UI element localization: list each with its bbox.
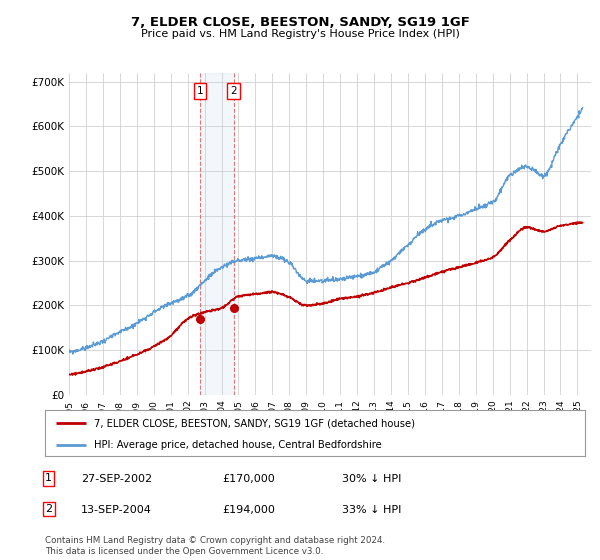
Text: 2: 2 (230, 86, 237, 96)
Text: 30% ↓ HPI: 30% ↓ HPI (342, 474, 401, 484)
Text: HPI: Average price, detached house, Central Bedfordshire: HPI: Average price, detached house, Cent… (94, 440, 382, 450)
Text: 7, ELDER CLOSE, BEESTON, SANDY, SG19 1GF: 7, ELDER CLOSE, BEESTON, SANDY, SG19 1GF (131, 16, 469, 29)
Text: 33% ↓ HPI: 33% ↓ HPI (342, 505, 401, 515)
Text: Price paid vs. HM Land Registry's House Price Index (HPI): Price paid vs. HM Land Registry's House … (140, 29, 460, 39)
Text: 27-SEP-2002: 27-SEP-2002 (81, 474, 152, 484)
Text: 1: 1 (197, 86, 203, 96)
Text: 13-SEP-2004: 13-SEP-2004 (81, 505, 152, 515)
Text: 7, ELDER CLOSE, BEESTON, SANDY, SG19 1GF (detached house): 7, ELDER CLOSE, BEESTON, SANDY, SG19 1GF… (94, 418, 415, 428)
Bar (200, 73, 233, 395)
Text: Contains HM Land Registry data © Crown copyright and database right 2024.
This d: Contains HM Land Registry data © Crown c… (45, 536, 385, 556)
Text: £170,000: £170,000 (222, 474, 275, 484)
Text: 2: 2 (45, 504, 52, 514)
Text: 1: 1 (45, 473, 52, 483)
Text: £194,000: £194,000 (222, 505, 275, 515)
